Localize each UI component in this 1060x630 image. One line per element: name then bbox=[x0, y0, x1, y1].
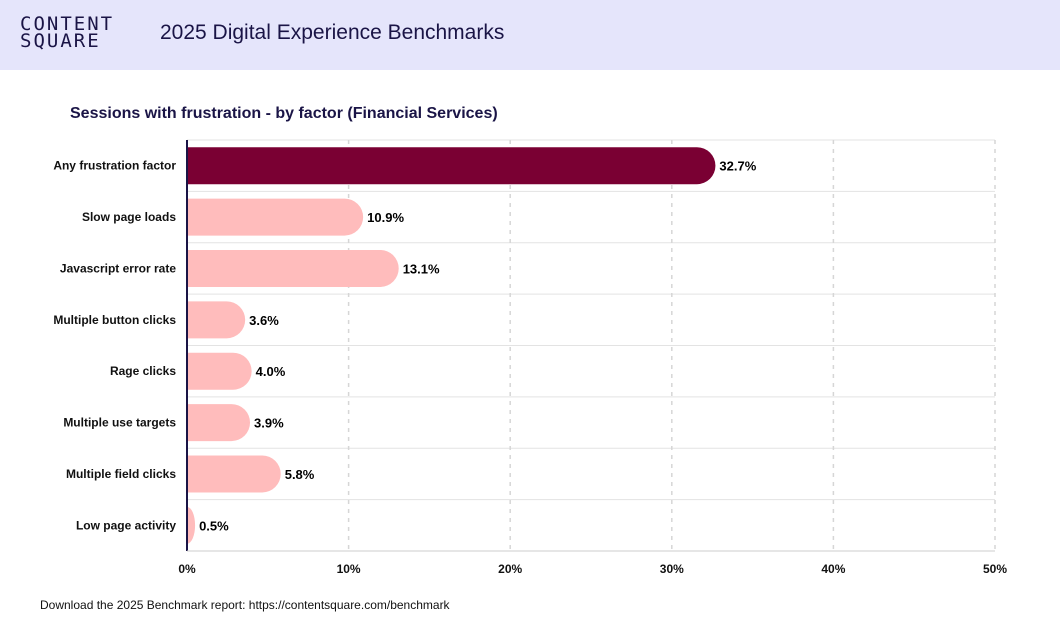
x-tick-label: 40% bbox=[821, 562, 845, 576]
value-label: 4.0% bbox=[256, 364, 286, 379]
value-label: 3.9% bbox=[254, 416, 284, 431]
bar bbox=[187, 455, 281, 493]
x-tick-label: 0% bbox=[178, 562, 196, 576]
header-bar: CONTENT SQUARE 2025 Digital Experience B… bbox=[0, 0, 1060, 70]
footer-text: Download the 2025 Benchmark report: http… bbox=[40, 598, 450, 612]
chart-title: Sessions with frustration - by factor (F… bbox=[70, 105, 498, 122]
bar bbox=[187, 404, 251, 442]
bar bbox=[187, 147, 716, 185]
contentsquare-logo[interactable]: CONTENT SQUARE bbox=[20, 13, 115, 52]
bar bbox=[187, 352, 252, 390]
value-label: 5.8% bbox=[285, 467, 315, 482]
value-label: 10.9% bbox=[367, 210, 404, 225]
x-tick-label: 50% bbox=[983, 562, 1007, 576]
bar bbox=[187, 301, 246, 339]
bar bbox=[187, 198, 364, 236]
category-label: Low page activity bbox=[76, 518, 176, 532]
category-label: Multiple use targets bbox=[63, 416, 176, 430]
category-label: Multiple button clicks bbox=[53, 313, 176, 327]
value-label: 32.7% bbox=[719, 159, 756, 174]
bar bbox=[187, 506, 196, 544]
value-label: 3.6% bbox=[249, 313, 279, 328]
category-label: Javascript error rate bbox=[60, 261, 176, 275]
category-label: Any frustration factor bbox=[53, 159, 176, 173]
logo-line-1: CONTENT bbox=[20, 13, 115, 35]
value-label: 0.5% bbox=[199, 518, 229, 533]
category-label: Slow page loads bbox=[82, 210, 176, 224]
x-tick-label: 20% bbox=[498, 562, 522, 576]
x-tick-label: 10% bbox=[337, 562, 361, 576]
value-label: 13.1% bbox=[403, 261, 440, 276]
bar bbox=[187, 249, 399, 287]
category-label: Rage clicks bbox=[110, 364, 176, 378]
category-label: Multiple field clicks bbox=[66, 467, 176, 481]
report-title: 2025 Digital Experience Benchmarks bbox=[160, 21, 505, 44]
x-tick-label: 30% bbox=[660, 562, 684, 576]
logo-line-2: SQUARE bbox=[20, 30, 101, 52]
